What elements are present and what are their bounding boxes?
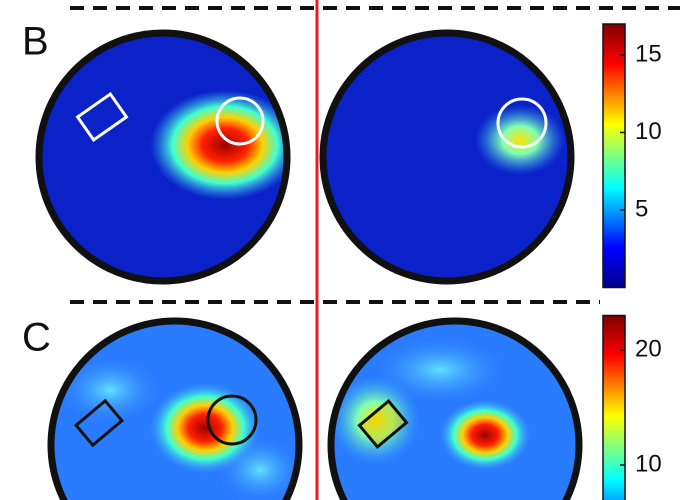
object-marker <box>357 398 409 450</box>
object-marker <box>73 398 125 448</box>
tick-label: 10 <box>635 118 662 145</box>
object-marker <box>496 97 548 149</box>
colorbar <box>602 314 626 500</box>
panel-label: B <box>22 20 49 64</box>
tick-label: 5 <box>635 195 648 222</box>
object-marker <box>206 394 258 446</box>
heatmap <box>51 321 299 500</box>
arena <box>35 29 291 285</box>
colorbar <box>602 23 626 289</box>
arena <box>47 317 303 500</box>
arena <box>327 317 583 500</box>
tick-label: 15 <box>635 40 662 67</box>
panel-label: C <box>22 316 51 360</box>
arena <box>319 29 575 285</box>
tick-label: 20 <box>635 335 662 362</box>
heatmap <box>323 33 571 281</box>
heatmap <box>331 321 579 500</box>
object-marker <box>75 91 129 143</box>
tick-label: 10 <box>635 450 662 477</box>
object-marker <box>215 96 265 146</box>
heatmap <box>39 33 287 281</box>
